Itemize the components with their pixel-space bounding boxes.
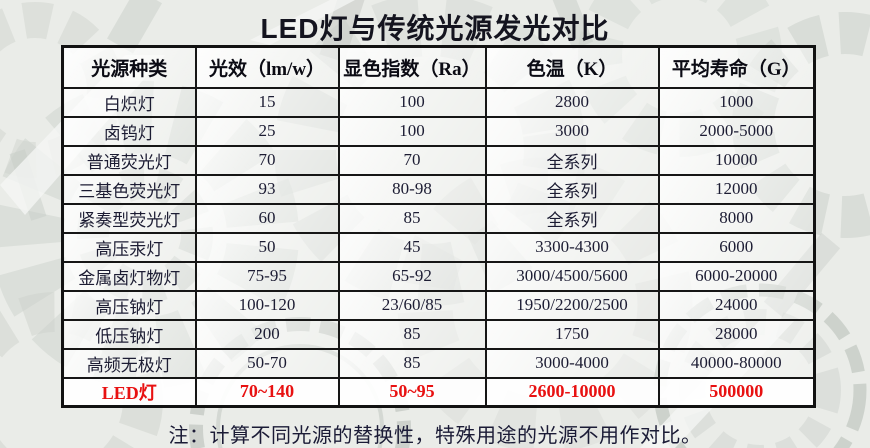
header-color-temp: 色温（K） [484,45,660,89]
cell-temp: 3300-4300 [484,231,660,263]
cell-life: 24000 [657,289,816,321]
table-row: 高频无极灯 50-70 85 3000-4000 40000-80000 [61,347,816,379]
cell-life: 500000 [657,376,816,408]
cell-cri: 23/60/85 [337,289,487,321]
cell-temp: 3000/4500/5600 [484,260,660,292]
cell-cri: 100 [337,86,487,118]
cell-source: LED灯 [61,376,197,408]
cell-cri: 85 [337,318,487,350]
cell-source: 低压钠灯 [61,318,197,350]
cell-cri: 100 [337,115,487,147]
cell-efficacy: 50-70 [194,347,340,379]
cell-efficacy: 60 [194,202,340,234]
table-row: 白炽灯 15 100 2800 1000 [61,86,816,118]
cell-cri: 85 [337,202,487,234]
header-cri: 显色指数（Ra） [337,45,487,89]
cell-life: 2000-5000 [657,115,816,147]
cell-efficacy: 15 [194,86,340,118]
cell-life: 40000-80000 [657,347,816,379]
cell-cri: 50~95 [337,376,487,408]
cell-efficacy: 200 [194,318,340,350]
cell-source: 高压钠灯 [61,289,197,321]
cell-efficacy: 70 [194,144,340,176]
cell-temp: 2600-10000 [484,376,660,408]
cell-source: 三基色荧光灯 [61,173,197,205]
cell-efficacy: 75-95 [194,260,340,292]
cell-temp: 2800 [484,86,660,118]
comparison-table: 光源种类 光效（lm/w） 显色指数（Ra） 色温（K） 平均寿命（G） 白炽灯… [61,45,816,408]
cell-source: 高频无极灯 [61,347,197,379]
cell-efficacy: 70~140 [194,376,340,408]
header-efficacy: 光效（lm/w） [194,45,340,89]
cell-source: 白炽灯 [61,86,197,118]
cell-temp: 全系列 [484,202,660,234]
cell-cri: 80-98 [337,173,487,205]
cell-efficacy: 100-120 [194,289,340,321]
table-row: 普通荧光灯 70 70 全系列 10000 [61,144,816,176]
cell-source: 普通荧光灯 [61,144,197,176]
cell-temp: 3000-4000 [484,347,660,379]
cell-cri: 45 [337,231,487,263]
table-row: 三基色荧光灯 93 80-98 全系列 12000 [61,173,816,205]
cell-source: 高压汞灯 [61,231,197,263]
cell-life: 28000 [657,318,816,350]
cell-efficacy: 50 [194,231,340,263]
cell-source: 金属卤灯物灯 [61,260,197,292]
cell-cri: 65-92 [337,260,487,292]
cell-life: 12000 [657,173,816,205]
cell-temp: 全系列 [484,173,660,205]
cell-temp: 1950/2200/2500 [484,289,660,321]
table-row: 低压钠灯 200 85 1750 28000 [61,318,816,350]
table-header-row: 光源种类 光效（lm/w） 显色指数（Ra） 色温（K） 平均寿命（G） [61,45,816,89]
cell-life: 1000 [657,86,816,118]
header-source-type: 光源种类 [61,45,197,89]
cell-life: 10000 [657,144,816,176]
table-row: 高压汞灯 50 45 3300-4300 6000 [61,231,816,263]
cell-efficacy: 93 [194,173,340,205]
cell-temp: 全系列 [484,144,660,176]
table-row: 卤钨灯 25 100 3000 2000-5000 [61,115,816,147]
cell-source: 卤钨灯 [61,115,197,147]
header-avg-life: 平均寿命（G） [657,45,816,89]
cell-temp: 3000 [484,115,660,147]
table-row: 紧奏型荧光灯 60 85 全系列 8000 [61,202,816,234]
table-row: 金属卤灯物灯 75-95 65-92 3000/4500/5600 6000-2… [61,260,816,292]
page-title: LED灯与传统光源发光对比 [260,13,610,44]
cell-efficacy: 25 [194,115,340,147]
cell-cri: 70 [337,144,487,176]
cell-cri: 85 [337,347,487,379]
table-row: 高压钠灯 100-120 23/60/85 1950/2200/2500 240… [61,289,816,321]
cell-source: 紧奏型荧光灯 [61,202,197,234]
cell-life: 8000 [657,202,816,234]
cell-temp: 1750 [484,318,660,350]
cell-life: 6000 [657,231,816,263]
table-row-led: LED灯 70~140 50~95 2600-10000 500000 [61,376,816,408]
cell-life: 6000-20000 [657,260,816,292]
footnote: 注：计算不同光源的替换性，特殊用途的光源不用作对比。 [168,425,702,447]
